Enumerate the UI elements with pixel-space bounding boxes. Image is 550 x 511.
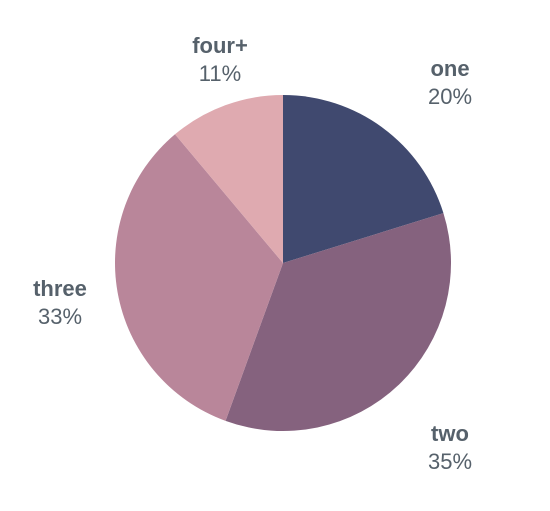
slice-percent-one: 20% xyxy=(420,83,480,111)
slice-label-fourplus: four+ 11% xyxy=(180,32,260,87)
slice-percent-three: 33% xyxy=(20,303,100,331)
slice-name-two: two xyxy=(420,420,480,448)
pie-chart: one 20% two 35% three 33% four+ 11% xyxy=(0,0,550,511)
slice-label-three: three 33% xyxy=(20,275,100,330)
slice-percent-two: 35% xyxy=(420,448,480,476)
slice-percent-fourplus: 11% xyxy=(180,60,260,88)
slice-name-fourplus: four+ xyxy=(180,32,260,60)
slice-label-one: one 20% xyxy=(420,55,480,110)
slice-name-three: three xyxy=(20,275,100,303)
slice-label-two: two 35% xyxy=(420,420,480,475)
slice-name-one: one xyxy=(420,55,480,83)
